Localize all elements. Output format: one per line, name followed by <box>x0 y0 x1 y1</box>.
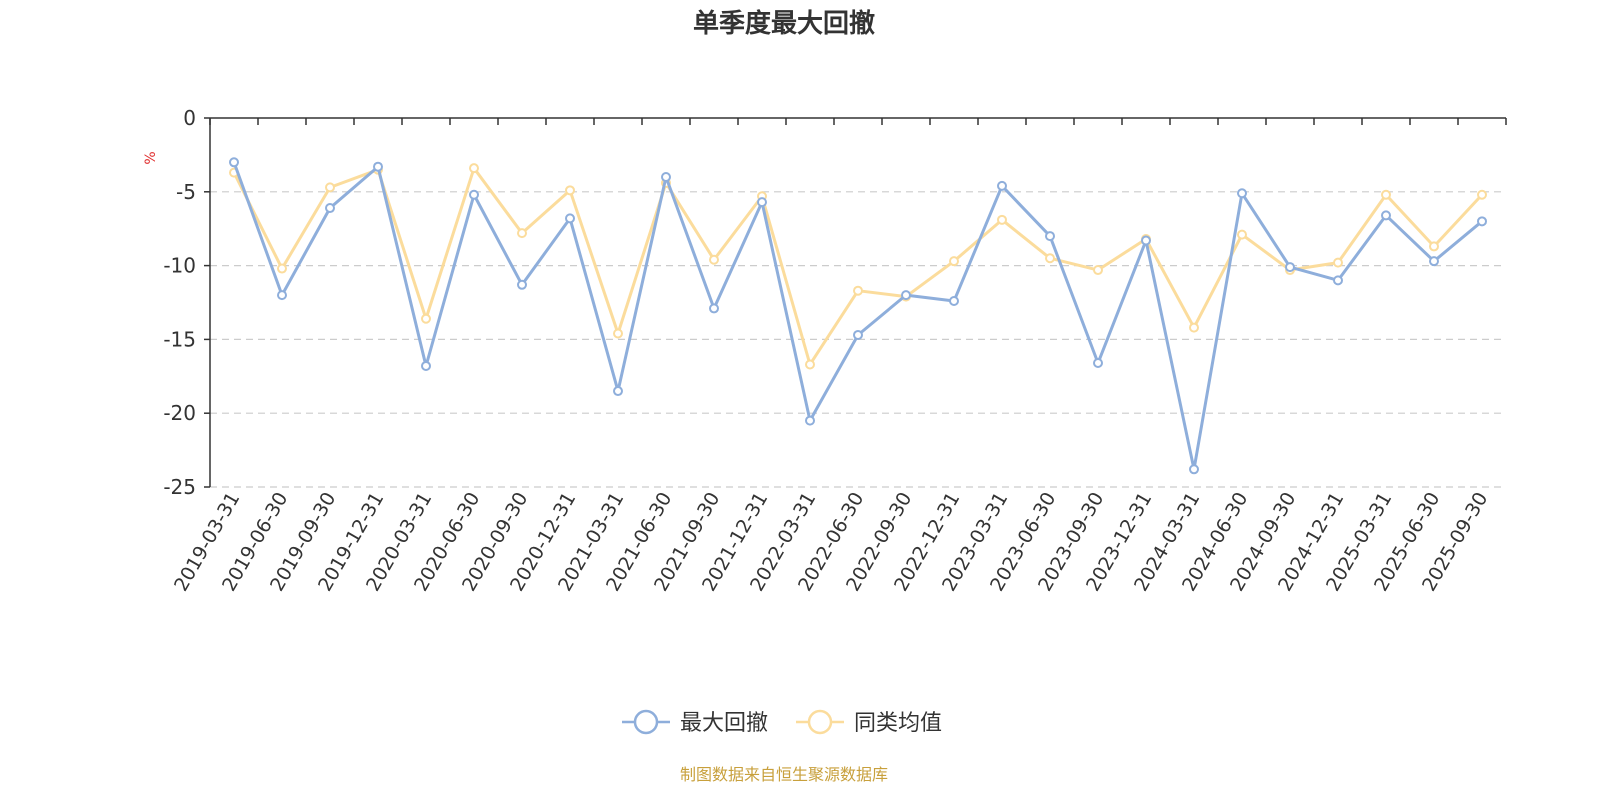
series-0-point-19 <box>1141 235 1151 246</box>
y-tick-label-0: 0 <box>183 106 196 130</box>
series-0-point-7 <box>565 213 575 224</box>
legend-item-peer-average[interactable]: 同类均值 <box>796 709 942 736</box>
series-0-point-15 <box>949 296 959 307</box>
series-1-point-12 <box>805 359 815 370</box>
series-0-point-2 <box>325 203 335 214</box>
series-0-point-0 <box>229 157 239 168</box>
series-1-point-23 <box>1333 257 1343 268</box>
series-1-point-5 <box>469 163 479 174</box>
x-tick-labels: 2019-03-312019-06-302019-09-302019-12-31… <box>170 489 1492 596</box>
y-tick-label-2: -10 <box>163 254 196 278</box>
series-1-point-4 <box>421 313 431 324</box>
y-tick-labels: 0 -5 -10 -15 -20 -25 <box>163 106 196 499</box>
legend-max-drawdown-marker <box>633 709 659 735</box>
series-0-point-8 <box>613 386 623 397</box>
series-line-0 <box>232 161 1483 471</box>
series-0-point-4 <box>421 360 431 371</box>
series-0-point-12 <box>805 415 815 426</box>
series-0-point-1 <box>277 290 287 301</box>
series-0-point-22 <box>1285 262 1295 273</box>
series-1-point-15 <box>949 256 959 267</box>
series-1-point-16 <box>997 214 1007 225</box>
chart-title: 单季度最大回撤 <box>693 8 875 39</box>
legend-item-max-drawdown[interactable]: 最大回撤 <box>622 709 768 736</box>
series-0-point-24 <box>1381 210 1391 221</box>
series-1 <box>229 163 1487 370</box>
series-1-point-10 <box>709 254 719 265</box>
axes <box>204 117 1507 488</box>
series-0-point-18 <box>1093 358 1103 369</box>
y-tick-label-5: -25 <box>163 475 196 499</box>
y-tick-label-4: -20 <box>163 401 196 425</box>
series-0-point-25 <box>1429 256 1439 267</box>
series-1-point-18 <box>1093 265 1103 276</box>
series-0-point-3 <box>373 161 383 172</box>
series-0 <box>229 157 1487 475</box>
legend-peer-average-label: 同类均值 <box>854 711 942 736</box>
series-0-point-13 <box>853 329 863 340</box>
series-1-point-17 <box>1045 253 1055 264</box>
series-0-point-23 <box>1333 275 1343 286</box>
series-0-point-21 <box>1237 188 1247 199</box>
y-tick-label-3: -15 <box>163 327 196 351</box>
series-0-point-10 <box>709 303 719 314</box>
series-1-point-13 <box>853 285 863 296</box>
series-1-point-8 <box>613 328 623 339</box>
legend-peer-average-marker <box>807 709 833 735</box>
series-1-point-6 <box>517 228 527 239</box>
series-0-point-14 <box>901 290 911 301</box>
series-1-point-21 <box>1237 229 1247 240</box>
series-0-point-20 <box>1189 464 1199 475</box>
series-1-point-20 <box>1189 322 1199 333</box>
y-tick-label-1: -5 <box>176 180 196 204</box>
y-axis-unit-label: % <box>143 151 159 164</box>
series-1-point-1 <box>277 263 287 274</box>
series-0-point-9 <box>661 172 671 183</box>
series-1-point-25 <box>1429 241 1439 252</box>
series-lines <box>229 157 1487 475</box>
series-1-point-26 <box>1477 189 1487 200</box>
series-0-point-17 <box>1045 231 1055 242</box>
series-0-point-26 <box>1477 216 1487 227</box>
series-1-point-24 <box>1381 189 1391 200</box>
series-0-point-6 <box>517 279 527 290</box>
series-1-point-7 <box>565 185 575 196</box>
legend: 最大回撤 同类均值 <box>622 709 942 736</box>
legend-max-drawdown-label: 最大回撤 <box>680 711 768 736</box>
series-0-point-11 <box>757 197 767 208</box>
series-0-point-16 <box>997 180 1007 191</box>
series-1-point-2 <box>325 182 335 193</box>
series-0-point-5 <box>469 189 479 200</box>
data-source-note: 制图数据来自恒生聚源数据库 <box>680 765 888 784</box>
